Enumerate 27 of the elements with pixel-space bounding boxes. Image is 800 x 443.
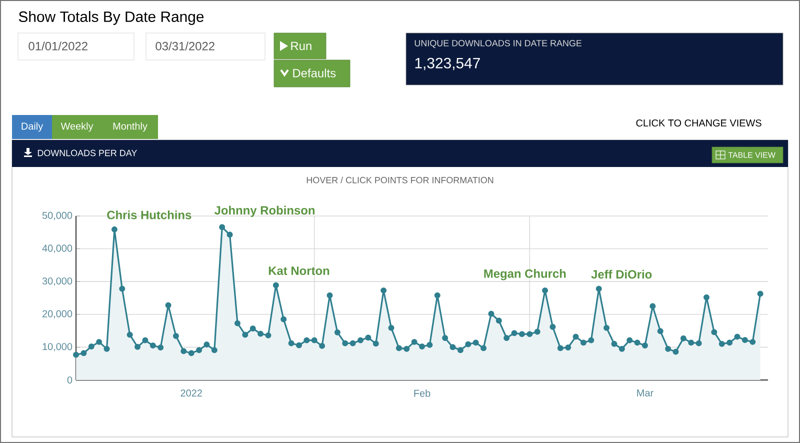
annotation: Megan Church — [484, 269, 566, 280]
annotation: Chris Hutchins — [107, 210, 192, 220]
x-tick-label: Feb — [414, 390, 430, 397]
text: Weekly — [60, 122, 94, 132]
text: 1,323,547 — [415, 58, 480, 70]
annotation: Johnny Robinson — [214, 206, 314, 217]
y-tick-label: 20,000 — [42, 310, 72, 319]
text: Daily — [22, 122, 44, 132]
text: Show Totals By Date Range — [18, 11, 204, 25]
annotation: Kat Norton — [268, 266, 330, 275]
text: 01/01/2022 — [28, 42, 88, 50]
y-tick-label: 0 — [67, 376, 72, 384]
chart-subtitle: HOVER / CLICK POINTS FOR INFORMATION — [306, 176, 494, 184]
chart-title: DOWNLOADS PER DAY — [38, 150, 137, 156]
y-tick-label: 30,000 — [42, 277, 72, 286]
text: Monthly — [113, 122, 148, 132]
text: Run — [291, 42, 312, 50]
text: Defaults — [293, 68, 336, 78]
text: 03/31/2022 — [156, 42, 214, 50]
y-tick-label: 50,000 — [42, 212, 72, 220]
y-tick-label: 40,000 — [42, 244, 72, 253]
text: UNIQUE DOWNLOADS IN DATE RANGE — [414, 40, 582, 48]
text: CLICK TO CHANGE VIEWS — [636, 119, 762, 127]
x-tick-label: 2022 — [180, 390, 202, 397]
annotation: Jeff DiOrio — [591, 270, 652, 279]
x-tick-label: Mar — [637, 390, 654, 396]
y-tick-label: 10,000 — [42, 343, 72, 352]
